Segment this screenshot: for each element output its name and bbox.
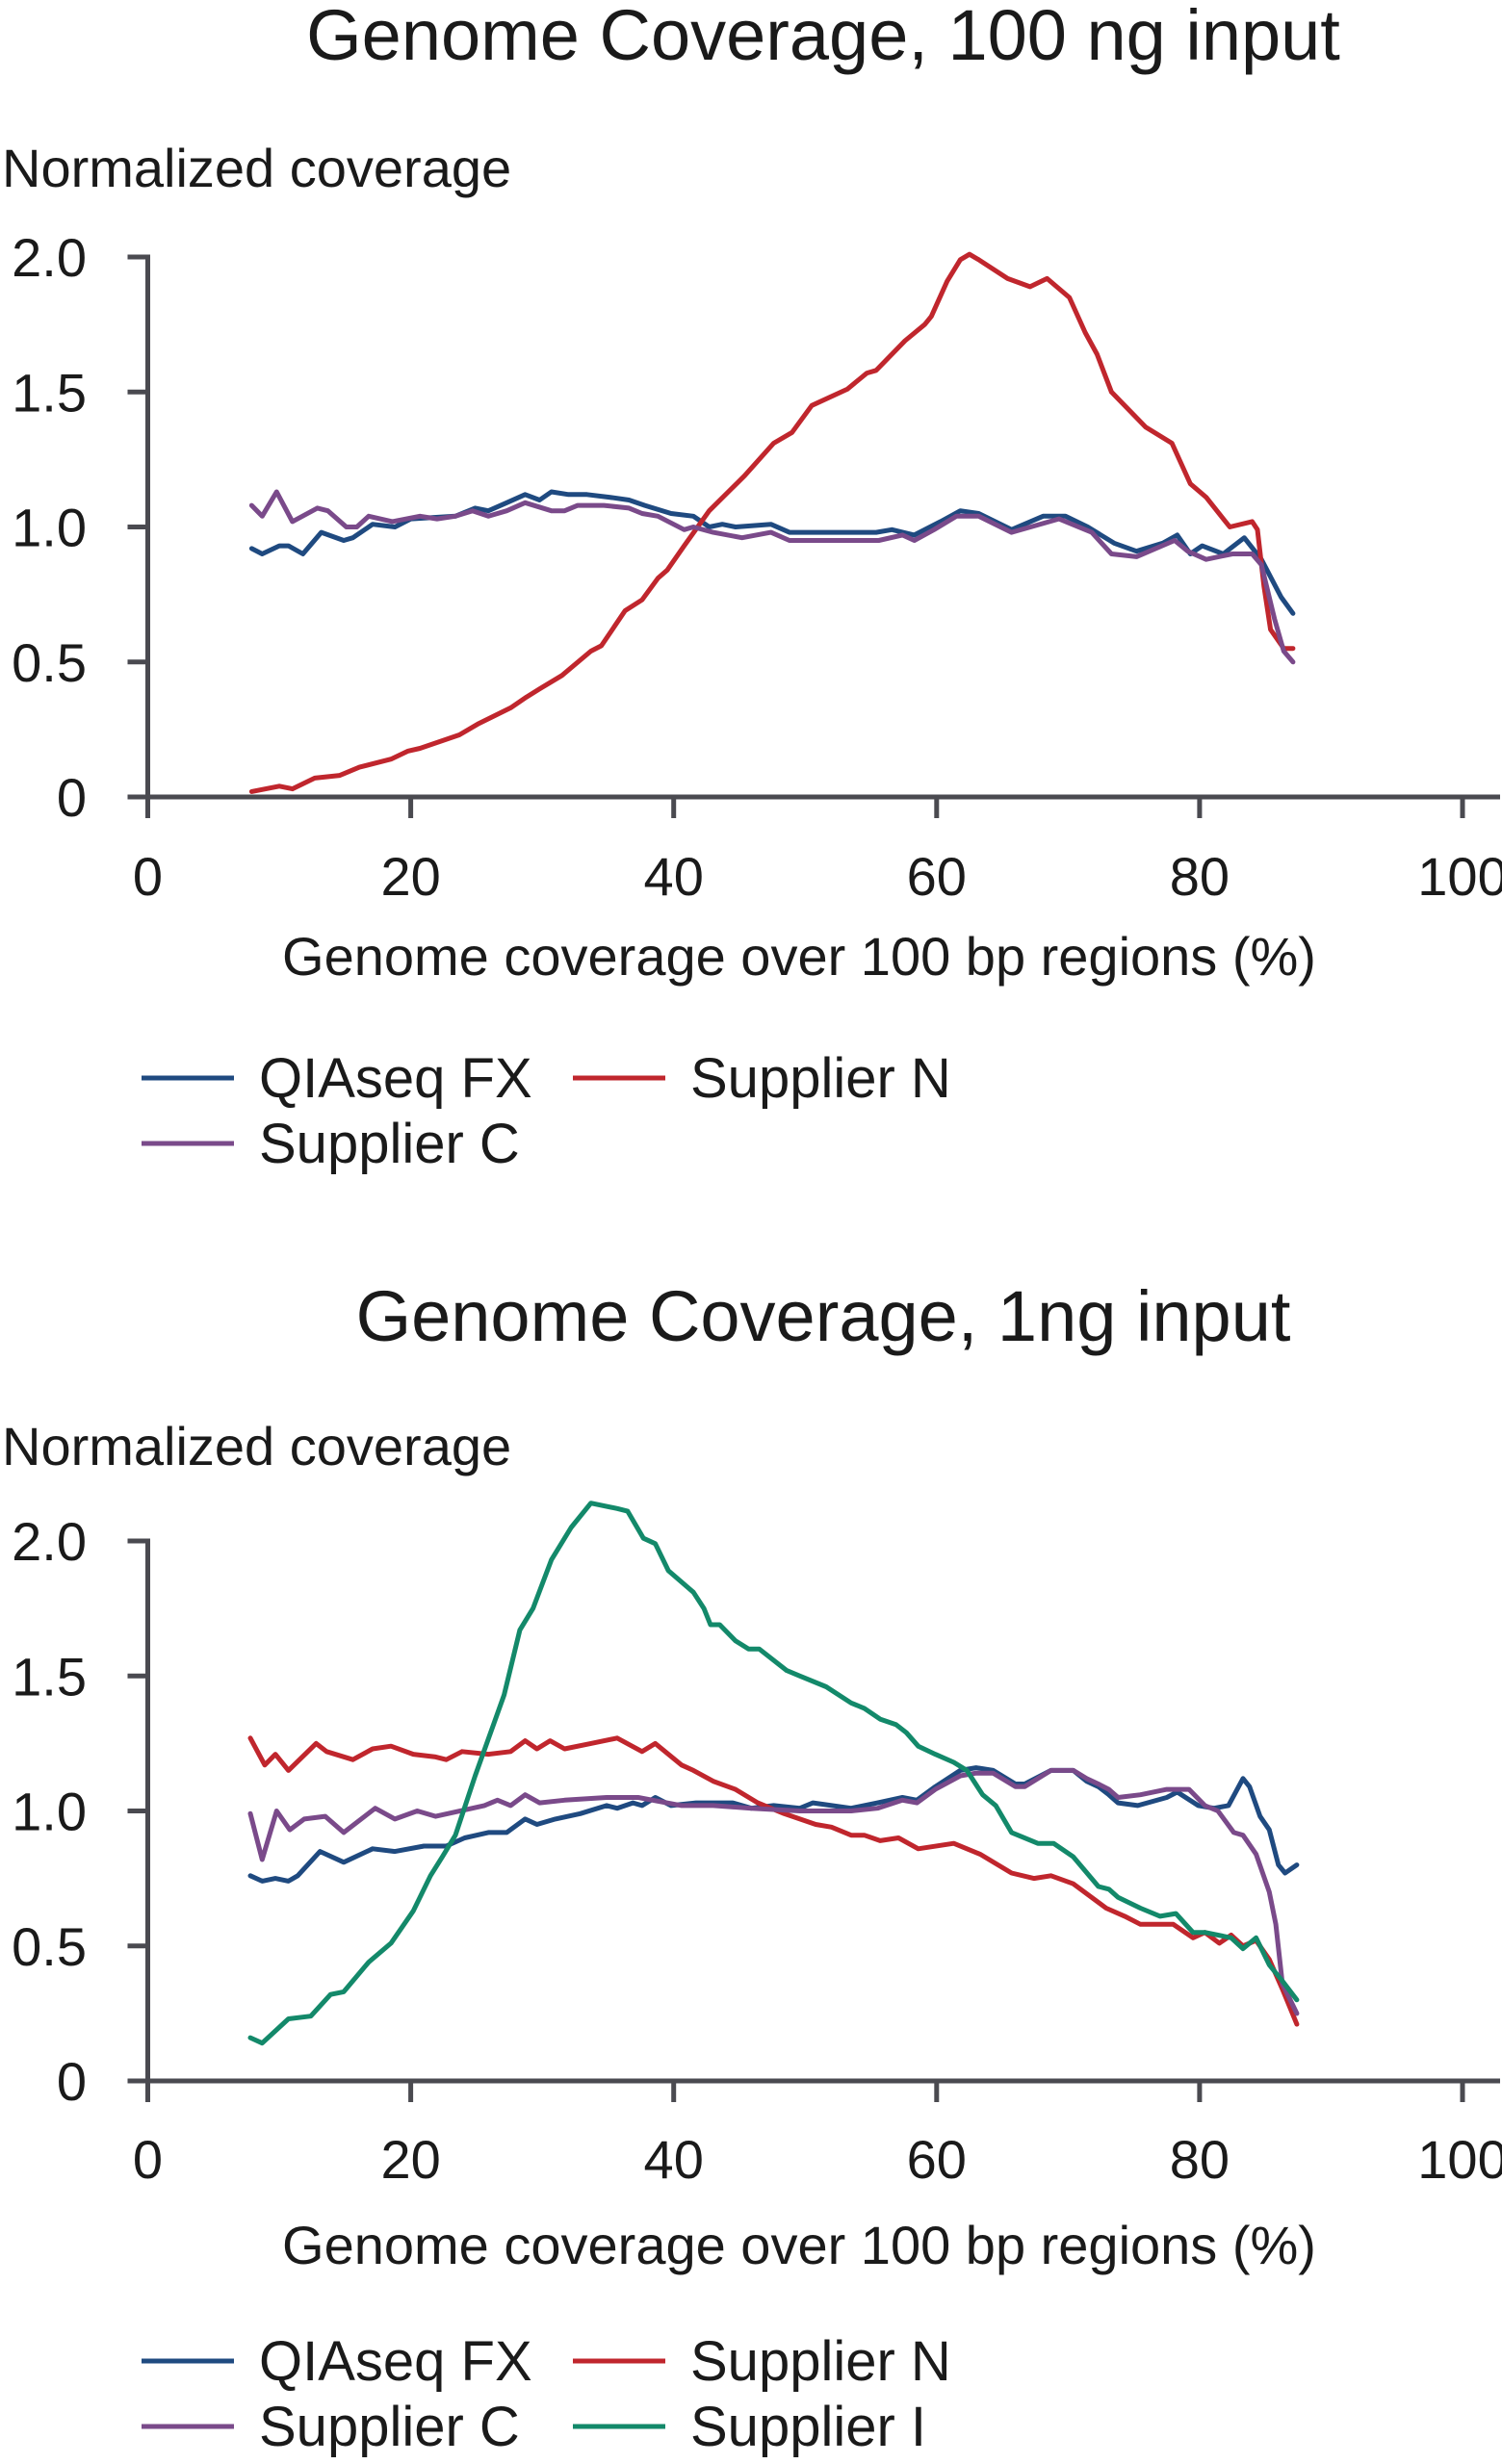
y-tick-label: 1.0 bbox=[12, 1782, 87, 1842]
y-axis bbox=[127, 254, 150, 818]
x-tick-label: 20 bbox=[380, 2129, 440, 2190]
legend-item-supplier-n: Supplier N bbox=[573, 1047, 951, 1110]
legend-label: Supplier C bbox=[259, 1113, 520, 1175]
legend-label: Supplier N bbox=[690, 1047, 951, 1110]
legend-label: QIAseq FX bbox=[259, 1047, 532, 1110]
y-tick-label: 0 bbox=[57, 2051, 87, 2112]
series-lines bbox=[248, 251, 1296, 794]
y-tick-label: 1.0 bbox=[12, 498, 87, 558]
series-line-supplier-n bbox=[247, 1735, 1300, 2027]
x-tick-label: 0 bbox=[133, 2129, 163, 2190]
y-tick-label: 0 bbox=[57, 767, 87, 828]
legend-label: Supplier N bbox=[690, 2330, 951, 2393]
y-tick-label: 0.5 bbox=[12, 1916, 87, 1977]
chart-title: Genome Coverage, 1ng input bbox=[356, 1276, 1291, 1356]
legend-item-supplier-n: Supplier N bbox=[573, 2330, 951, 2393]
legend-item-supplier-i: Supplier I bbox=[573, 2396, 926, 2458]
x-tick-label: 100 bbox=[1417, 846, 1502, 907]
legend-label: Supplier C bbox=[259, 2396, 520, 2458]
x-tick-label: 0 bbox=[133, 846, 163, 907]
y-tick-label: 1.5 bbox=[12, 362, 87, 423]
legend-item-qiaseq-fx: QIAseq FX bbox=[142, 2330, 532, 2393]
x-tick-label: 100 bbox=[1417, 2129, 1502, 2190]
y-tick-label: 1.5 bbox=[12, 1646, 87, 1707]
series-line-supplier-c bbox=[247, 1767, 1300, 2016]
y-axis-label: Normalized coverage bbox=[2, 138, 511, 198]
legend-label: QIAseq FX bbox=[259, 2330, 532, 2393]
series-line-qiaseq-fx bbox=[247, 1765, 1300, 1884]
legend-item-supplier-c: Supplier C bbox=[142, 2396, 520, 2458]
series-lines bbox=[247, 1501, 1300, 2046]
x-tick-label: 40 bbox=[644, 846, 704, 907]
y-tick-label: 0.5 bbox=[12, 632, 87, 693]
legend: QIAseq FX Supplier N Supplier C Supplier I bbox=[142, 2330, 951, 2458]
chart-title: Genome Coverage, 100 ng input bbox=[306, 0, 1340, 75]
chart-1ng: Genome Coverage, 1ng input Normalized co… bbox=[2, 1276, 1502, 2458]
y-axis-label: Normalized coverage bbox=[2, 1416, 511, 1476]
x-axis-ticks: 0 20 40 60 80 100 bbox=[133, 2081, 1502, 2190]
x-tick-label: 60 bbox=[907, 2129, 967, 2190]
legend-item-qiaseq-fx: QIAseq FX bbox=[142, 1047, 532, 1110]
legend-item-supplier-c: Supplier C bbox=[142, 1113, 520, 1175]
y-axis-ticks: 0 0.5 1.0 1.5 2.0 bbox=[12, 1511, 148, 2112]
x-tick-label: 80 bbox=[1170, 2129, 1230, 2190]
x-tick-label: 40 bbox=[644, 2129, 704, 2190]
x-axis-label: Genome coverage over 100 bp regions (%) bbox=[282, 2215, 1316, 2275]
series-line-qiaseq-fx bbox=[248, 489, 1296, 616]
series-line-supplier-i bbox=[247, 1501, 1300, 2046]
y-tick-label: 2.0 bbox=[12, 1511, 87, 1572]
x-axis-label: Genome coverage over 100 bp regions (%) bbox=[282, 926, 1316, 987]
chart-100ng: Genome Coverage, 100 ng input Normalized… bbox=[2, 0, 1502, 1175]
y-axis-ticks: 0 0.5 1.0 1.5 2.0 bbox=[12, 227, 148, 828]
y-axis bbox=[127, 1538, 150, 2102]
x-tick-label: 20 bbox=[380, 846, 440, 907]
series-line-supplier-c bbox=[248, 489, 1296, 665]
x-tick-label: 60 bbox=[907, 846, 967, 907]
x-axis-ticks: 0 20 40 60 80 100 bbox=[133, 797, 1502, 907]
legend-label: Supplier I bbox=[690, 2396, 926, 2458]
series-line-supplier-n bbox=[248, 251, 1296, 794]
legend: QIAseq FX Supplier N Supplier C bbox=[142, 1047, 951, 1175]
y-tick-label: 2.0 bbox=[12, 227, 87, 288]
x-tick-label: 80 bbox=[1170, 846, 1230, 907]
